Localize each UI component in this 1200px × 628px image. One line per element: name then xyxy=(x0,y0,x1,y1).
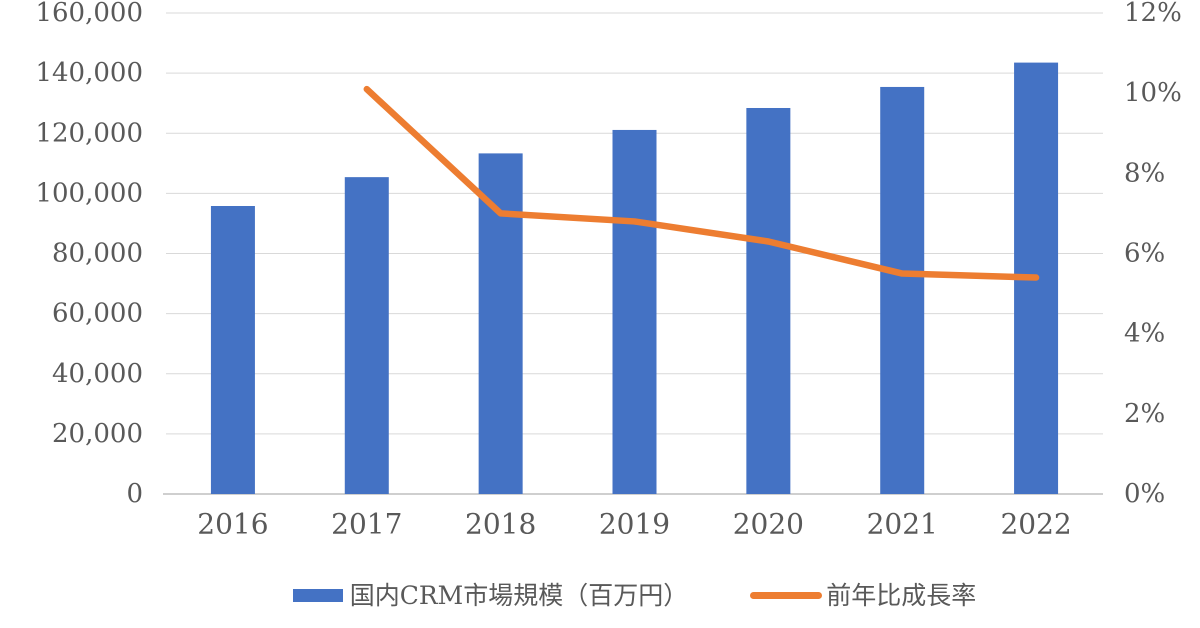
x-axis-category-label-2018: 2018 xyxy=(465,508,536,541)
right-axis-tick-label: 0% xyxy=(1124,479,1165,509)
bar-2019 xyxy=(612,129,657,495)
line-series-swatch xyxy=(750,591,823,599)
right-axis-tick-label: 12% xyxy=(1124,0,1182,28)
left-axis-tick-label: 160,000 xyxy=(35,0,143,28)
bar-2017 xyxy=(344,177,389,495)
x-axis-category-label-2020: 2020 xyxy=(733,508,804,541)
left-axis-tick-label: 0 xyxy=(126,479,143,509)
x-axis-category-label-2022: 2022 xyxy=(1000,508,1071,541)
bar-series-label: 国内CRM市場規模（百万円） xyxy=(349,580,689,610)
bar-2021 xyxy=(880,86,925,495)
right-axis-tick-label: 8% xyxy=(1124,158,1165,188)
growth-rate-line xyxy=(363,85,1040,281)
left-axis-tick-label: 140,000 xyxy=(35,58,143,88)
chart-canvas: 0 20,000 40,000 60,000 80,000 100,000 120,000 1… xyxy=(35,0,1182,541)
left-axis-tick-label: 40,000 xyxy=(52,359,143,389)
right-axis-tick-label: 4% xyxy=(1124,319,1165,349)
left-axis-tick-label: 20,000 xyxy=(52,419,143,449)
x-axis-category-label-2021: 2021 xyxy=(867,508,938,541)
x-axis-category-label-2017: 2017 xyxy=(331,508,402,541)
x-axis-category-label-2016: 2016 xyxy=(197,508,268,541)
bar-series-swatch xyxy=(292,588,343,602)
line-series-label: 前年比成長率 xyxy=(826,580,977,610)
bar-2018 xyxy=(478,153,523,494)
right-axis-tick-label: 10% xyxy=(1124,78,1182,108)
x-axis-category-label-2019: 2019 xyxy=(599,508,670,541)
chart-legend: 国内CRM市場規模（百万円） 前年比成長率 xyxy=(166,572,1103,618)
legend-item-growth-rate: 前年比成長率 xyxy=(750,583,976,608)
left-axis-tick-label: 100,000 xyxy=(35,178,143,208)
left-axis-tick-label: 80,000 xyxy=(52,239,143,269)
right-axis-tick-label: 6% xyxy=(1124,239,1165,269)
legend-item-market-size: 国内CRM市場規模（百万円） xyxy=(292,580,689,610)
left-axis-tick-label: 120,000 xyxy=(35,118,143,148)
right-axis-tick-label: 2% xyxy=(1124,399,1165,429)
left-axis-tick-label: 60,000 xyxy=(52,299,143,329)
bar-2016 xyxy=(210,206,255,494)
bar-2020 xyxy=(746,107,791,494)
